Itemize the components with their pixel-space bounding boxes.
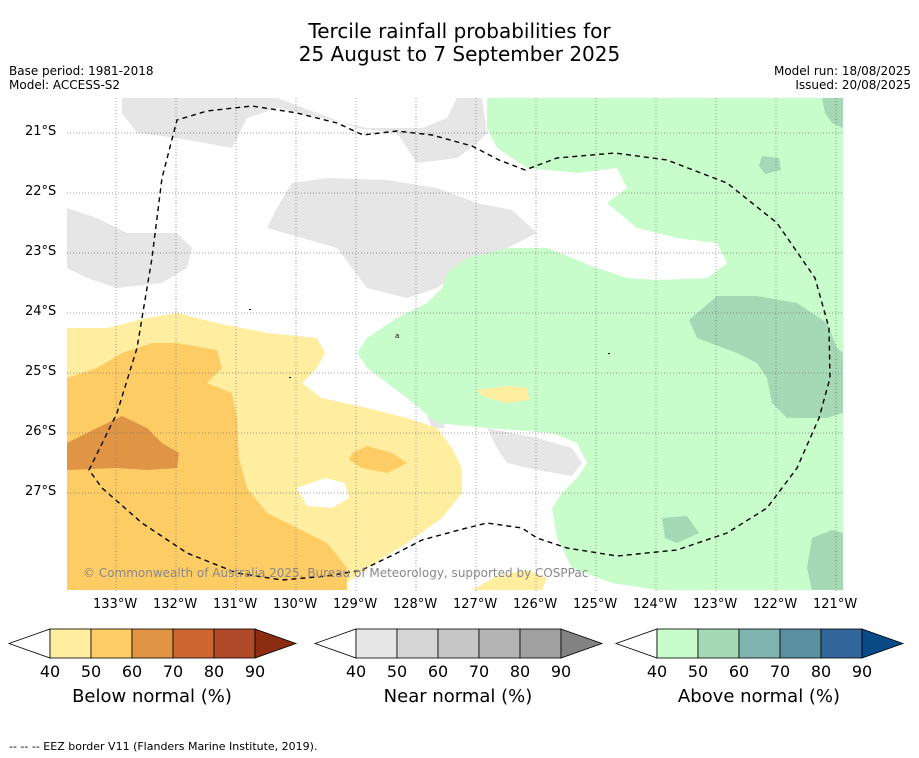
island-marker xyxy=(289,377,291,378)
colorbar-tick-label: 70 xyxy=(163,662,183,681)
colorbar-segment xyxy=(355,628,398,659)
blank-pocket xyxy=(297,478,349,508)
map-title-line2: 25 August to 7 September 2025 xyxy=(298,42,621,66)
colorbar-segment xyxy=(172,628,215,659)
island-marker xyxy=(249,309,251,310)
lon-label: 127°W xyxy=(453,597,498,612)
above-normal-region-northeast xyxy=(822,98,843,128)
model-text: Model: ACCESS-S2 xyxy=(9,78,121,92)
above-normal-colorbar: 40 50 60 70 80 90 xyxy=(614,628,905,681)
colorbar-segment xyxy=(738,628,781,659)
above-normal-label: Above normal (%) xyxy=(677,686,841,707)
colorbar-tick-label: 40 xyxy=(647,662,667,681)
below-normal-region-70 xyxy=(67,416,179,470)
colorbar-tick-label: 40 xyxy=(40,662,60,681)
map-title-line1: Tercile rainfall probabilities for xyxy=(308,19,611,43)
colorbar-extend-high xyxy=(254,628,298,659)
copyright-text: © Commonwealth of Australia 2025, Bureau… xyxy=(83,566,588,580)
colorbar-segment xyxy=(90,628,133,659)
below-normal-region-south xyxy=(472,570,547,590)
issued-text: Issued: 20/08/2025 xyxy=(795,78,911,92)
colorbar-tick-label: 50 xyxy=(387,662,407,681)
eez-borders xyxy=(88,105,831,581)
colorbar-segment xyxy=(478,628,521,659)
colorbar-tick-label: 90 xyxy=(551,662,571,681)
island-marker xyxy=(608,353,610,354)
rainfall-probability-map: a © Commonwealth of Australia 2025, Bure… xyxy=(67,98,843,591)
lon-label: 124°W xyxy=(633,597,678,612)
base-period-text: Base period: 1981-2018 xyxy=(9,64,154,78)
colorbar-segment xyxy=(820,628,863,659)
below-normal-regions xyxy=(67,313,547,590)
lon-label: 133°W xyxy=(93,597,138,612)
near-normal-region-west xyxy=(67,208,192,288)
colorbar-tick-label: 50 xyxy=(81,662,101,681)
lat-label: 27°S xyxy=(25,484,57,499)
colorbar-extend-high xyxy=(560,628,604,659)
colorbar-segment xyxy=(437,628,480,659)
colorbar-segment xyxy=(131,628,174,659)
colorbar-tick-label: 90 xyxy=(245,662,265,681)
colorbar-extend-low xyxy=(7,628,51,659)
above-normal-region-east xyxy=(689,296,843,418)
lon-label: 128°W xyxy=(393,597,438,612)
lon-label: 130°W xyxy=(273,597,318,612)
above-normal-region-south xyxy=(662,516,699,543)
colorbar-tick-label: 70 xyxy=(469,662,489,681)
lon-label: 129°W xyxy=(333,597,378,612)
model-run-text: Model run: 18/08/2025 xyxy=(773,64,911,78)
colorbar-tick-label: 80 xyxy=(510,662,530,681)
colorbar-tick-label: 60 xyxy=(122,662,142,681)
colorbar-tick-label: 80 xyxy=(204,662,224,681)
colorbar-tick-label: 60 xyxy=(428,662,448,681)
colorbar-segment xyxy=(519,628,562,659)
colorbar-segment xyxy=(396,628,439,659)
colorbar-segment xyxy=(656,628,699,659)
colorbar-extend-low xyxy=(313,628,357,659)
below-normal-region-60 xyxy=(67,343,347,590)
near-normal-region-north xyxy=(122,98,487,163)
lat-label: 22°S xyxy=(25,184,57,199)
lon-label: 122°W xyxy=(753,597,798,612)
colorbar-extend-low xyxy=(614,628,658,659)
above-normal-region-southeast xyxy=(807,530,843,590)
colorbar-tick-label: 90 xyxy=(852,662,872,681)
below-normal-region-central xyxy=(349,446,407,473)
lon-label: 123°W xyxy=(693,597,738,612)
colorbar-segment xyxy=(213,628,256,659)
lat-label: 24°S xyxy=(25,304,57,319)
lon-label: 131°W xyxy=(213,597,258,612)
eez-footnote: -- -- -- EEZ border V11 (Flanders Marine… xyxy=(9,740,318,753)
island-marker: a xyxy=(395,332,399,340)
colorbar-tick-label: 60 xyxy=(729,662,749,681)
lat-label: 26°S xyxy=(25,424,57,439)
colorbar-tick-label: 70 xyxy=(770,662,790,681)
near-normal-label: Near normal (%) xyxy=(383,686,533,707)
below-normal-label: Below normal (%) xyxy=(72,686,232,707)
colorbar-segment xyxy=(697,628,740,659)
colorbar-tick-label: 80 xyxy=(811,662,831,681)
colorbar-tick-label: 50 xyxy=(688,662,708,681)
above-normal-regions xyxy=(357,98,843,590)
lat-label: 21°S xyxy=(25,124,57,139)
near-normal-region-south xyxy=(487,428,582,476)
lat-label: 25°S xyxy=(25,364,57,379)
lat-label: 23°S xyxy=(25,244,57,259)
colorbar-extend-high xyxy=(861,628,905,659)
colorbar-segment xyxy=(779,628,822,659)
below-normal-region-east xyxy=(477,386,529,403)
map-gridlines xyxy=(67,98,843,591)
lon-label: 125°W xyxy=(573,597,618,612)
lon-label: 132°W xyxy=(153,597,198,612)
near-normal-region-central xyxy=(267,178,537,298)
above-normal-region-main xyxy=(357,98,843,590)
lon-label: 126°W xyxy=(513,597,558,612)
near-normal-colorbar: 40 50 60 70 80 90 xyxy=(313,628,604,681)
above-normal-region-islet-north xyxy=(759,156,781,174)
colorbar-tick-label: 40 xyxy=(346,662,366,681)
eez-border-west xyxy=(88,105,831,581)
lon-label: 121°W xyxy=(813,597,858,612)
colorbar-segment xyxy=(49,628,92,659)
below-normal-colorbar: 40 50 60 70 80 90 xyxy=(7,628,298,681)
